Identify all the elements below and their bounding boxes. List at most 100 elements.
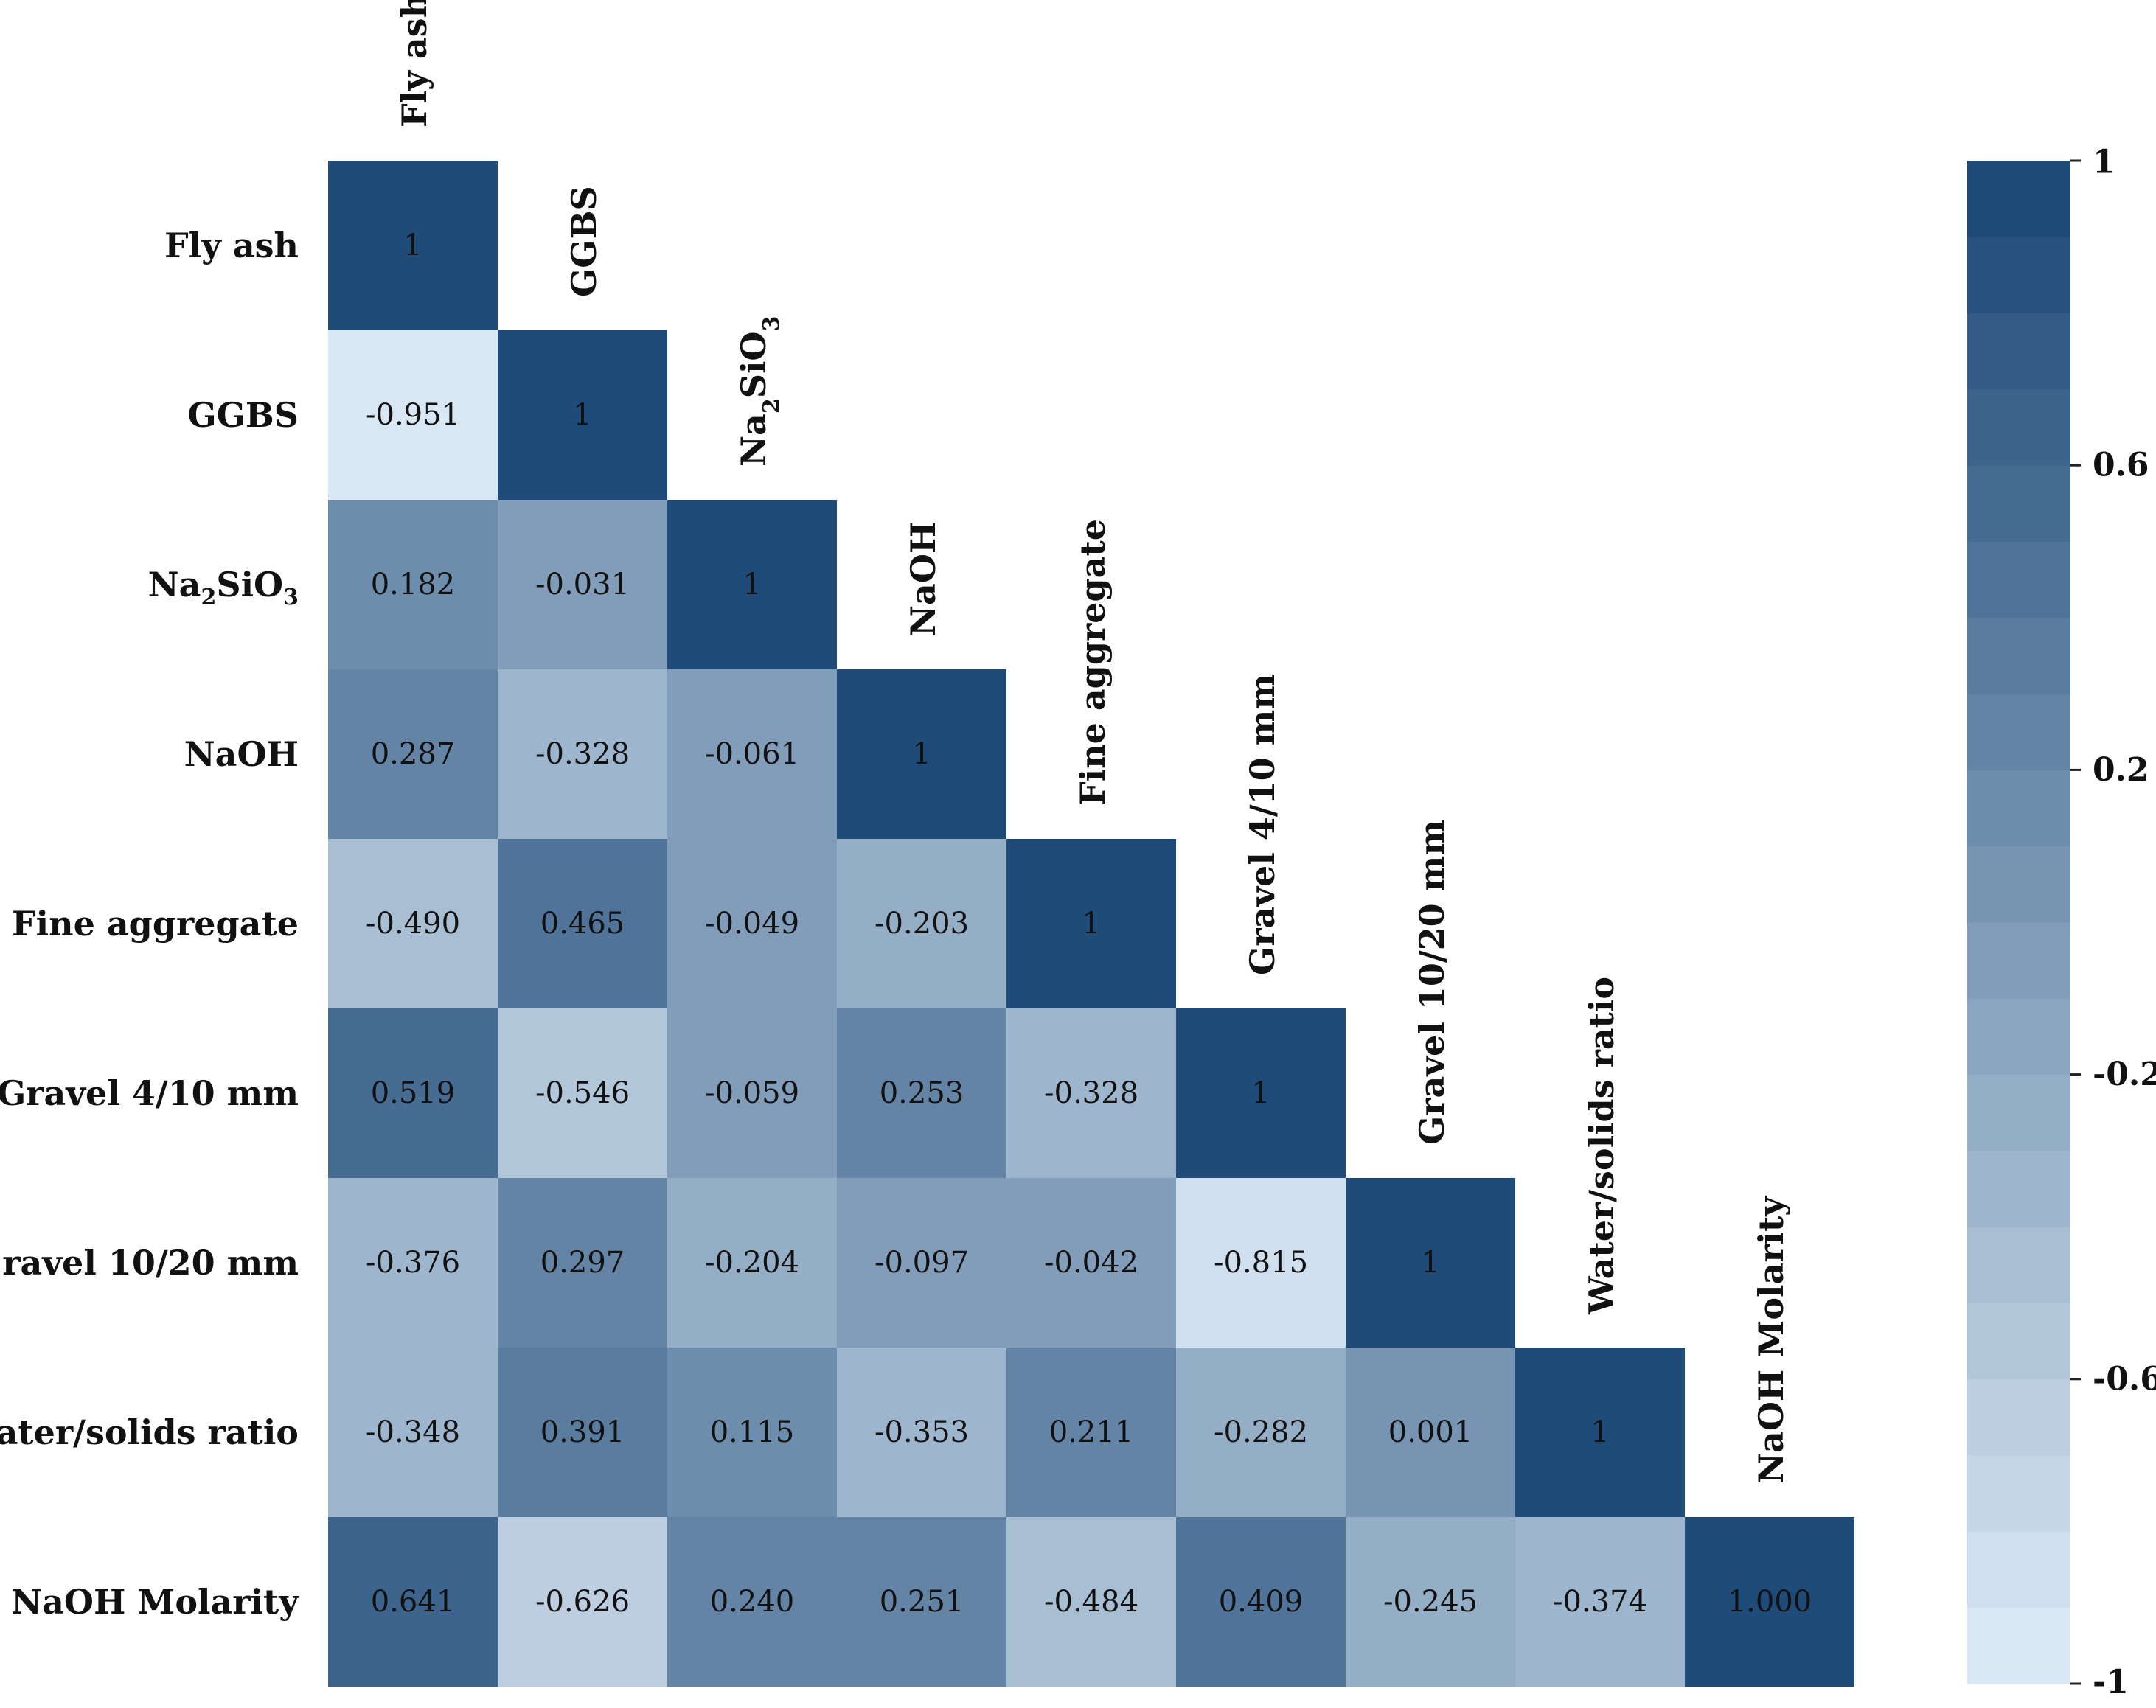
colorbar-step xyxy=(1967,1227,2070,1303)
row-label-gravel-10-20-mm: Gravel 10/20 mm xyxy=(0,1243,299,1283)
colorbar: 1 0.6 0.2 -0.2 -0.6 -1 xyxy=(1967,144,2156,1701)
cell-value-label: -0.546 xyxy=(535,1076,630,1110)
cell-fine-aggregate-fine-aggregate xyxy=(1006,839,1176,1008)
cell-gravel-4-10-mm-naoh xyxy=(837,1008,1006,1178)
cell-value-label: -0.951 xyxy=(366,398,460,432)
row-label-fly-ash: Fly ash xyxy=(164,226,299,265)
column-label-water-solids-ratio: Water/solids ratio xyxy=(1582,977,1621,1315)
colorbar-tick-label: -0.2 xyxy=(2093,1056,2156,1093)
cell-value-label: -0.204 xyxy=(705,1246,799,1280)
colorbar-step xyxy=(1967,161,2070,237)
cell-value-label: -0.059 xyxy=(705,1076,799,1110)
column-label-gravel-10-20-mm: Gravel 10/20 mm xyxy=(1412,820,1452,1145)
cell-water-solids-ratio-nasio xyxy=(667,1348,837,1517)
row-label-naoh-molarity: NaOH Molarity xyxy=(11,1582,299,1622)
cell-naoh-molarity-gravel-10-20-mm xyxy=(1346,1517,1515,1687)
cell-ggbs-ggbs xyxy=(498,330,667,500)
row-label-ggbs: GGBS xyxy=(187,395,299,435)
cell-water-solids-ratio-fly-ash xyxy=(328,1348,498,1517)
cell-value-label: 0.251 xyxy=(880,1585,964,1619)
column-label-fly-ash: Fly ash xyxy=(394,0,434,128)
cell-value-label: -0.374 xyxy=(1553,1585,1647,1619)
cell-value-label: 1 xyxy=(573,398,591,432)
cell-value-label: 0.287 xyxy=(371,737,456,771)
colorbar-tick-label: 0.2 xyxy=(2093,751,2149,789)
cell-water-solids-ratio-gravel-10-20-mm xyxy=(1346,1348,1515,1517)
column-labels: Fly ash GGBS Na2SiO3 NaOH Fine aggregate Grav… xyxy=(394,0,1791,1484)
cell-naoh-ggbs xyxy=(498,669,667,839)
cell-gravel-4-10-mm-fly-ash xyxy=(328,1008,498,1178)
cell-value-label: -0.490 xyxy=(366,907,460,941)
cell-naoh-molarity-gravel-4-10-mm xyxy=(1176,1517,1346,1687)
row-label-nasio: Na2SiO3 xyxy=(148,565,299,610)
cell-value-label: -0.328 xyxy=(1044,1076,1138,1110)
cell-naoh-naoh xyxy=(837,669,1006,839)
cell-naoh-molarity-ggbs xyxy=(498,1517,667,1687)
cell-value-label: 1 xyxy=(1421,1246,1439,1280)
cell-naoh-fly-ash xyxy=(328,669,498,839)
cell-gravel-10-20-mm-naoh xyxy=(837,1178,1006,1348)
colorbar-step xyxy=(1967,313,2070,390)
cell-water-solids-ratio-fine-aggregate xyxy=(1006,1348,1176,1517)
cell-gravel-10-20-mm-fly-ash xyxy=(328,1178,498,1348)
colorbar-step xyxy=(1967,237,2070,314)
cell-value-label: 1 xyxy=(1082,907,1100,941)
cell-naoh-molarity-nasio xyxy=(667,1517,837,1687)
colorbar-step xyxy=(1967,1607,2070,1684)
cell-naoh-nasio xyxy=(667,669,837,839)
row-label-gravel-4-10-mm: Gravel 4/10 mm xyxy=(0,1073,299,1113)
colorbar-step xyxy=(1967,1303,2070,1380)
cell-value-label: 0.001 xyxy=(1388,1415,1473,1449)
cell-value-label: 1 xyxy=(1251,1076,1270,1110)
cell-ggbs-fly-ash xyxy=(328,330,498,500)
cell-gravel-4-10-mm-nasio xyxy=(667,1008,837,1178)
cell-value-label: -0.042 xyxy=(1044,1246,1138,1280)
cell-value-label: -0.245 xyxy=(1383,1585,1478,1619)
colorbar-step xyxy=(1967,1455,2070,1532)
cell-value-label: 0.211 xyxy=(1049,1415,1134,1449)
cell-gravel-4-10-mm-fine-aggregate xyxy=(1006,1008,1176,1178)
cell-gravel-10-20-mm-nasio xyxy=(667,1178,837,1348)
cell-value-label: -0.282 xyxy=(1214,1415,1308,1449)
colorbar-tick-label: 0.6 xyxy=(2093,447,2149,484)
cell-gravel-10-20-mm-gravel-10-20-mm xyxy=(1346,1178,1515,1348)
cell-value-label: 0.240 xyxy=(710,1585,795,1619)
colorbar-tick-label: 1 xyxy=(2093,144,2115,181)
colorbar-step xyxy=(1967,1531,2070,1608)
cell-water-solids-ratio-gravel-4-10-mm xyxy=(1176,1348,1346,1517)
cell-value-label: -0.348 xyxy=(366,1415,460,1449)
row-labels: Fly ash GGBS Na2SiO3 NaOH Fine aggregate Grav… xyxy=(0,226,299,1622)
colorbar-step xyxy=(1967,465,2070,542)
cell-value-label: 0.391 xyxy=(540,1415,625,1449)
cell-water-solids-ratio-ggbs xyxy=(498,1348,667,1517)
cell-naoh-molarity-naoh xyxy=(837,1517,1006,1687)
cell-naoh-molarity-fine-aggregate xyxy=(1006,1517,1176,1687)
column-label-naoh: NaOH xyxy=(903,522,943,636)
cell-value-label: 0.641 xyxy=(371,1585,456,1619)
cell-naoh-molarity-fly-ash xyxy=(328,1517,498,1687)
colorbar-step xyxy=(1967,1074,2070,1151)
cell-gravel-4-10-mm-gravel-4-10-mm xyxy=(1176,1008,1346,1178)
cell-value-label: -0.328 xyxy=(535,737,630,771)
cell-value-label: 1 xyxy=(1590,1415,1609,1449)
colorbar-step xyxy=(1967,998,2070,1076)
colorbar-step xyxy=(1967,846,2070,923)
cell-nasio-nasio xyxy=(667,500,837,669)
cell-value-label: -0.484 xyxy=(1044,1585,1138,1619)
cell-naoh-molarity-naoh-molarity xyxy=(1685,1517,1854,1687)
column-label-naoh-molarity: NaOH Molarity xyxy=(1751,1196,1791,1484)
cell-value-label: -0.353 xyxy=(874,1415,969,1449)
cell-value-label: -0.203 xyxy=(874,907,969,941)
cell-fine-aggregate-nasio xyxy=(667,839,837,1008)
cell-nasio-ggbs xyxy=(498,500,667,669)
cell-value-label: 0.182 xyxy=(371,568,456,602)
row-label-water-solids-ratio: Water/solids ratio xyxy=(0,1412,299,1452)
cell-value-label: 0.253 xyxy=(880,1076,964,1110)
column-label-gravel-4-10-mm: Gravel 4/10 mm xyxy=(1242,674,1282,975)
colorbar-step xyxy=(1967,1378,2070,1456)
cell-value-label: -0.061 xyxy=(705,737,799,771)
cell-fly-ash-fly-ash xyxy=(328,161,498,330)
cell-fine-aggregate-ggbs xyxy=(498,839,667,1008)
cell-value-label: 1 xyxy=(743,568,761,602)
